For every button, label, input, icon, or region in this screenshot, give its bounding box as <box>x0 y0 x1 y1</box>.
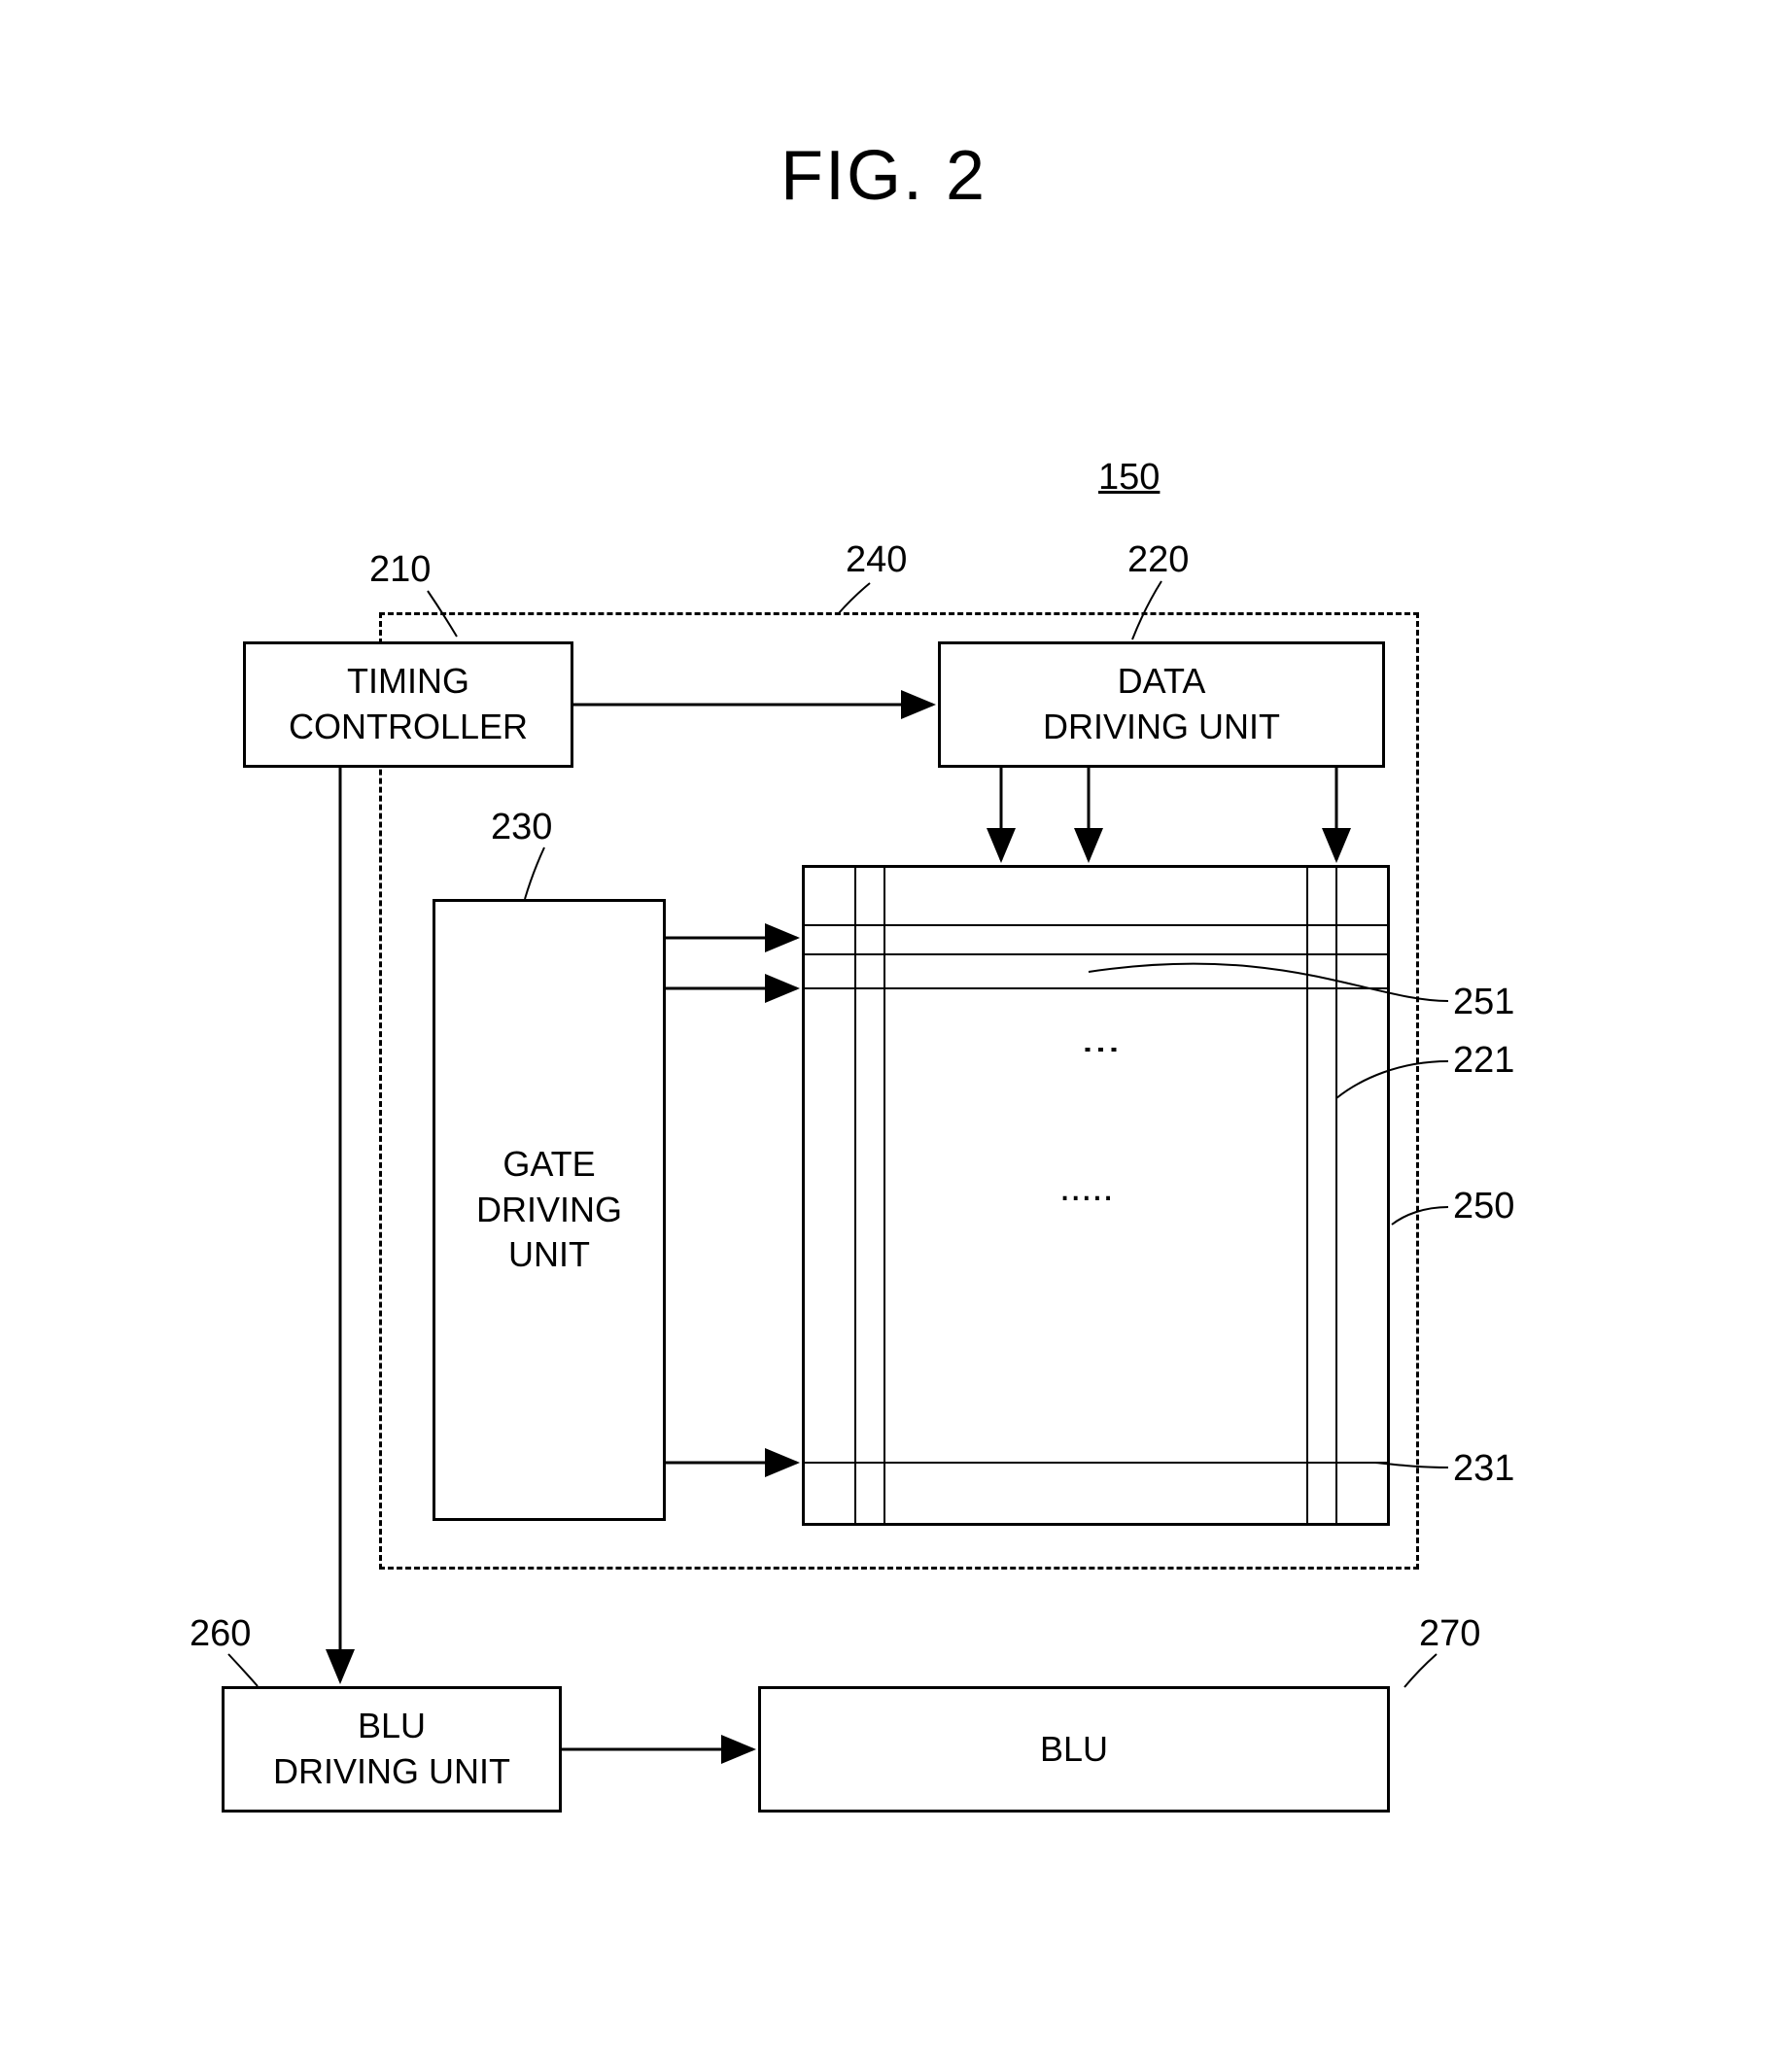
panel-horizontal-dots: ..... <box>1059 1166 1114 1210</box>
ref-260: 260 <box>190 1613 251 1655</box>
ref-251: 251 <box>1453 982 1514 1023</box>
ref-220: 220 <box>1127 539 1189 581</box>
timing-controller-block: TIMING CONTROLLER <box>243 641 573 768</box>
ref-231: 231 <box>1453 1448 1514 1490</box>
ref-270: 270 <box>1419 1613 1480 1655</box>
ref-230: 230 <box>491 807 552 848</box>
figure-title: FIG. 2 <box>0 136 1767 216</box>
timing-controller-label: TIMING CONTROLLER <box>289 659 528 750</box>
blu-driving-block: BLU DRIVING UNIT <box>222 1686 562 1813</box>
panel-vertical-dots: ⋮ <box>1079 1030 1124 1069</box>
ref-250: 250 <box>1453 1186 1514 1227</box>
blu-label: BLU <box>1040 1727 1108 1773</box>
data-driving-block: DATA DRIVING UNIT <box>938 641 1385 768</box>
ref-210: 210 <box>369 549 431 591</box>
blu-driving-label: BLU DRIVING UNIT <box>273 1704 510 1795</box>
main-ref-number: 150 <box>1098 457 1160 499</box>
blu-block: BLU <box>758 1686 1390 1813</box>
ref-221: 221 <box>1453 1040 1514 1082</box>
data-driving-label: DATA DRIVING UNIT <box>1043 659 1280 750</box>
ref-240: 240 <box>846 539 907 581</box>
gate-driving-label: GATE DRIVING UNIT <box>476 1142 622 1278</box>
gate-driving-block: GATE DRIVING UNIT <box>433 899 666 1521</box>
